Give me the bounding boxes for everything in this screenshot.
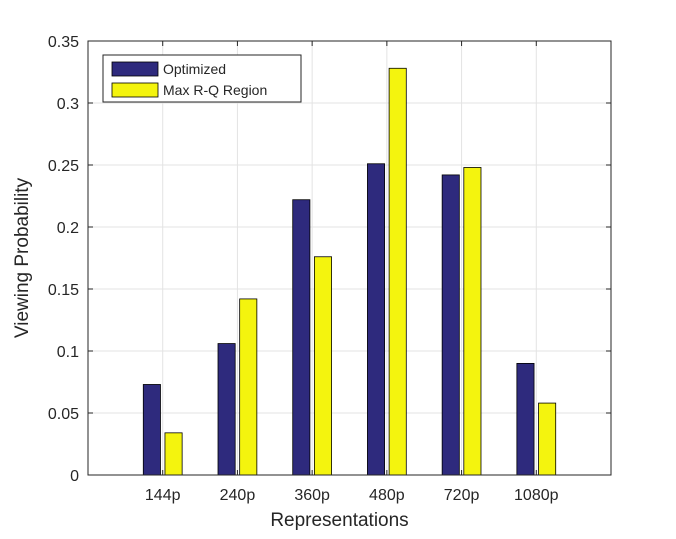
bar-max-r-q-region-480p xyxy=(388,67,407,476)
ticks: 0 0.05 0.1 0.15 0.2 0.25 0.3 0.35 144p 240p 360p 48… xyxy=(48,34,611,504)
y-tick-label: 0.25 xyxy=(48,158,79,175)
x-tick-label: 360p xyxy=(294,487,330,504)
y-tick-label: 0.3 xyxy=(57,96,79,113)
y-tick-label: 0.1 xyxy=(57,344,79,361)
bar-optimized-1080p xyxy=(516,362,535,476)
bar-max-r-q-region-720p xyxy=(463,167,482,476)
x-tick-label: 240p xyxy=(220,487,256,504)
x-tick-label: 720p xyxy=(444,487,480,504)
bar-optimized-144p xyxy=(142,384,161,476)
legend-label-optimized: Optimized xyxy=(163,61,226,77)
y-tick-label: 0.15 xyxy=(48,282,79,299)
legend-swatch-optimized xyxy=(111,61,159,77)
bar-optimized-360p xyxy=(292,199,311,476)
bar-max-r-q-region-240p xyxy=(239,298,258,476)
bar-max-r-q-region-1080p xyxy=(538,402,557,476)
bar-optimized-720p xyxy=(441,174,460,476)
bars xyxy=(142,67,557,476)
bar-max-r-q-region-144p xyxy=(164,432,183,476)
bar-optimized-240p xyxy=(217,343,236,476)
plot-area-frame xyxy=(87,40,612,476)
y-tick-label: 0 xyxy=(70,468,79,485)
y-tick-label: 0.05 xyxy=(48,406,79,423)
legend: Optimized Max R-Q Region xyxy=(102,54,302,103)
y-tick-label: 0.2 xyxy=(57,220,79,237)
y-tick-label: 0.35 xyxy=(48,34,79,51)
grid-lines xyxy=(88,41,611,475)
bar-optimized-480p xyxy=(367,163,386,476)
legend-swatch-max-rq-region xyxy=(111,82,159,98)
bar-max-r-q-region-360p xyxy=(313,256,332,476)
x-tick-label: 144p xyxy=(145,487,181,504)
legend-label-max-rq-region: Max R-Q Region xyxy=(163,82,267,98)
x-axis-title: Representations xyxy=(270,510,408,531)
x-tick-label: 480p xyxy=(369,487,405,504)
x-tick-label: 1080p xyxy=(514,487,559,504)
y-axis-title: Viewing Probability xyxy=(12,177,33,338)
